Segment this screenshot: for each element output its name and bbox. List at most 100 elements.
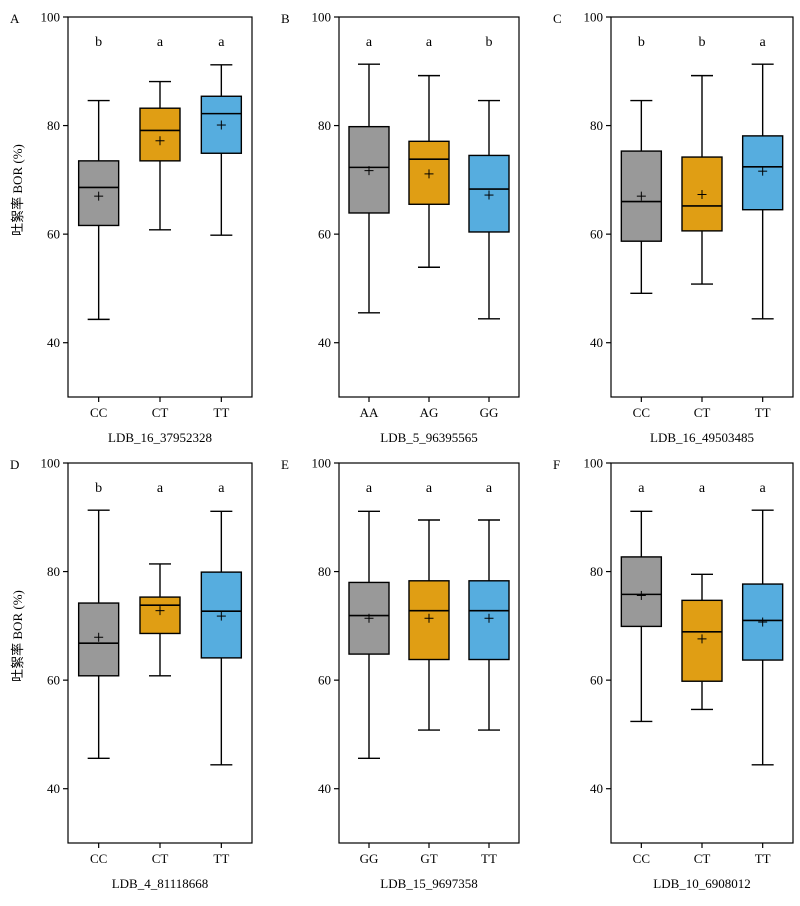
box-cc: b CC [77,35,120,420]
y-tick-label: 40 [590,335,603,350]
significance-letter: b [486,35,493,50]
panel-a: 40 60 80 100 A LDB_16_37952328 b CC a CT a TT [10,10,253,445]
panel-label: D [10,457,19,472]
box-cc: a CC [620,481,663,866]
significance-letter: a [760,35,767,50]
x-axis-label: LDB_15_9697358 [380,876,478,891]
box-ct: a CT [139,35,181,420]
y-tick-label: 40 [47,781,60,796]
y-tick-label: 100 [41,10,61,25]
significance-letter: b [95,481,102,496]
y-tick-label: 40 [318,335,331,350]
significance-letter: a [760,481,767,496]
y-tick-label: 80 [47,564,60,579]
significance-letter: a [638,481,645,496]
y-tick-label: 60 [318,673,331,688]
x-tick-label: TT [213,851,229,866]
x-tick-label: CC [90,405,107,420]
box-tt: a TT [200,35,243,420]
y-tick-label: 40 [47,335,60,350]
iqr-box [77,160,120,227]
significance-letter: a [218,481,225,496]
y-tick-label: 40 [318,781,331,796]
y-tick-label: 100 [312,456,332,471]
y-tick-label: 60 [590,673,603,688]
y-tick-label: 80 [318,118,331,133]
significance-letter: b [699,35,706,50]
y-tick-label: 80 [47,118,60,133]
x-tick-label: CT [152,851,169,866]
x-tick-label: CC [90,851,107,866]
panel-e: 40 60 80 100 E LDB_15_9697358 a GG a GT a TT [281,456,520,891]
box-cc: b CC [77,481,120,866]
panel-d: 40 60 80 100 D LDB_4_81118668 b CC a CT a TT [10,456,253,891]
box-tt: a TT [468,481,510,866]
x-tick-label: CC [633,405,650,420]
box-tt: a TT [200,481,243,866]
y-tick-label: 80 [318,564,331,579]
significance-letter: a [486,481,493,496]
y-tick-label: 100 [312,10,332,25]
significance-letter: b [638,35,645,50]
significance-letter: a [426,481,433,496]
x-tick-label: AA [360,405,379,420]
x-tick-label: AG [420,405,439,420]
box-aa: a AA [348,35,390,420]
y-axis-label: 吐絮率 BOR (%) [10,144,25,236]
y-tick-label: 100 [41,456,61,471]
x-tick-label: CT [694,851,711,866]
y-tick-label: 60 [318,227,331,242]
y-tick-label: 40 [590,781,603,796]
significance-letter: a [366,35,373,50]
iqr-box [348,125,390,214]
significance-letter: a [699,481,706,496]
box-tt: a TT [741,481,784,866]
y-tick-label: 80 [590,564,603,579]
panel-label: A [10,11,20,26]
box-ct: a CT [681,481,723,866]
significance-letter: a [218,35,225,50]
box-gg: a GG [348,481,390,866]
y-tick-label: 60 [47,673,60,688]
iqr-box [139,596,181,635]
box-tt: a TT [741,35,784,420]
iqr-box [348,581,390,655]
x-tick-label: TT [755,405,771,420]
x-tick-label: CC [633,851,650,866]
y-axis-label: 吐絮率 BOR (%) [10,590,25,682]
panel-label: E [281,457,289,472]
x-axis-label: LDB_16_49503485 [650,430,754,445]
x-tick-label: TT [213,405,229,420]
x-tick-label: TT [481,851,497,866]
significance-letter: b [95,35,102,50]
significance-letter: a [157,35,164,50]
panel-f: 40 60 80 100 F LDB_10_6908012 a CC a CT a TT [553,456,794,891]
significance-letter: a [426,35,433,50]
box-gg: b GG [468,35,510,420]
x-tick-label: TT [755,851,771,866]
panel-c: 40 60 80 100 C LDB_16_49503485 b CC b CT a TT [553,10,794,445]
significance-letter: a [157,481,164,496]
x-axis-label: LDB_10_6908012 [653,876,751,891]
panel-b: 40 60 80 100 B LDB_5_96395565 a AA a AG b GG [281,10,520,445]
x-tick-label: CT [152,405,169,420]
iqr-box [139,107,181,162]
box-ct: a CT [139,481,181,866]
y-tick-label: 60 [590,227,603,242]
panel-label: F [553,457,560,472]
box-ag: a AG [408,35,450,420]
x-tick-label: GG [360,851,379,866]
y-tick-label: 100 [584,456,604,471]
box-gt: a GT [408,481,450,866]
x-axis-label: LDB_5_96395565 [380,430,478,445]
y-tick-label: 60 [47,227,60,242]
box-cc: b CC [620,35,663,420]
x-tick-label: CT [694,405,711,420]
y-tick-label: 100 [584,10,604,25]
x-tick-label: GG [480,405,499,420]
panel-label: B [281,11,290,26]
x-axis-label: LDB_4_81118668 [112,876,209,891]
y-tick-label: 80 [590,118,603,133]
